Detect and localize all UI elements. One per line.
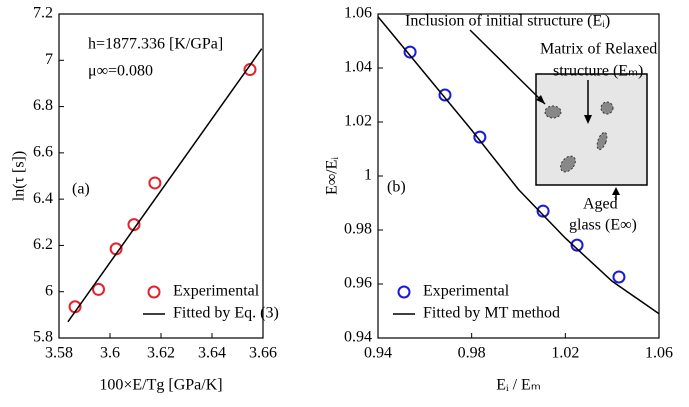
fit-line <box>67 48 263 323</box>
annotation: Aged <box>583 196 618 213</box>
marker <box>403 45 417 59</box>
y-tick-label: 1 <box>364 167 372 184</box>
annotation: structure (Eₘ) <box>553 63 643 80</box>
annotation: Inclusion of initial structure (Eᵢ) <box>405 13 610 30</box>
annotation: (a) <box>72 181 90 198</box>
x-tick-label: 3.6 <box>100 345 120 362</box>
marker <box>148 176 162 190</box>
legend-label: Fitted by Eq. (3) <box>173 305 279 322</box>
x-tick-label: 0.94 <box>364 345 392 362</box>
y-tick-label: 1.06 <box>344 5 372 22</box>
y-tick-label: 6.8 <box>33 97 53 114</box>
y-tick-label: 0.96 <box>344 275 372 292</box>
legend-label: Experimental <box>423 283 510 300</box>
marker <box>570 238 584 252</box>
annotation: (b) <box>387 179 406 196</box>
arrow-head <box>612 187 620 195</box>
y-tick-label: 1.04 <box>344 59 372 76</box>
marker <box>612 270 626 284</box>
x-tick-label: 3.58 <box>45 345 73 362</box>
y-axis-label: E∞/Eᵢ <box>324 157 341 195</box>
x-tick-label: 3.66 <box>249 345 277 362</box>
marker <box>473 130 487 144</box>
y-tick-label: 6.6 <box>33 144 53 161</box>
y-tick-label: 0.98 <box>344 221 372 238</box>
inclusion <box>600 101 614 115</box>
arrow <box>469 29 546 105</box>
annotation: h=1877.336 [K/GPa] <box>88 36 223 53</box>
annotation: glass (E∞) <box>569 217 637 234</box>
marker <box>536 204 550 218</box>
x-tick-label: 0.98 <box>458 345 486 362</box>
fit-line <box>377 16 660 315</box>
legend-marker <box>147 285 161 299</box>
arrow-head <box>584 115 592 124</box>
arrow-head <box>536 95 545 104</box>
x-tick-label: 1.06 <box>645 345 673 362</box>
inset-box <box>535 73 648 186</box>
inclusion <box>544 105 562 119</box>
legend-label: Fitted by MT method <box>423 305 560 322</box>
y-tick-label: 6.2 <box>33 236 53 253</box>
y-tick-label: 6 <box>45 282 53 299</box>
inclusion <box>560 155 576 173</box>
x-axis-label: Eᵢ / Eₘ <box>496 377 541 394</box>
marker <box>92 282 106 296</box>
y-axis-label: ln(τ [s]) <box>11 151 28 201</box>
x-axis-label: 100×E/Tg [GPa/K] <box>99 377 222 394</box>
y-tick-label: 1.02 <box>344 113 372 130</box>
marker <box>127 218 141 232</box>
y-tick-label: 0.94 <box>344 329 372 346</box>
legend-label: Experimental <box>173 283 260 300</box>
legend-marker <box>397 285 411 299</box>
annotation: Matrix of Relaxed <box>540 41 657 58</box>
inclusion <box>596 131 608 151</box>
y-tick-label: 7.2 <box>33 5 53 22</box>
y-tick-label: 7 <box>45 51 53 68</box>
y-tick-label: 5.8 <box>33 329 53 346</box>
x-tick-label: 1.02 <box>551 345 579 362</box>
annotation: μ∞=0.080 <box>88 63 153 80</box>
x-tick-label: 3.64 <box>198 345 226 362</box>
x-tick-label: 3.62 <box>147 345 175 362</box>
y-tick-label: 6.4 <box>33 190 53 207</box>
marker <box>438 88 452 102</box>
